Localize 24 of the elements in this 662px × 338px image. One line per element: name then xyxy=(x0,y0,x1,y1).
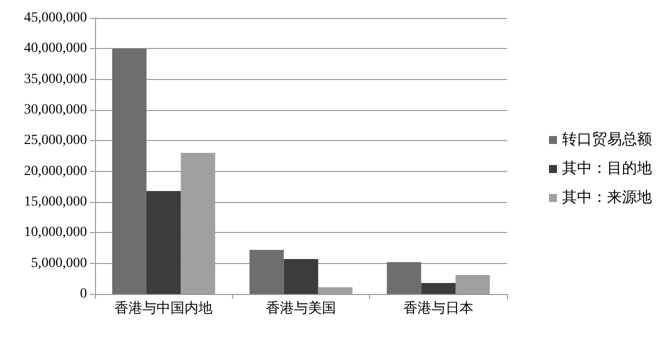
bar xyxy=(146,190,181,294)
y-tick-label: 0 xyxy=(80,286,87,302)
y-tick-label: 30,000,000 xyxy=(24,102,87,118)
bar xyxy=(456,274,490,294)
y-tick-label: 15,000,000 xyxy=(24,194,87,210)
y-tick-label: 35,000,000 xyxy=(24,72,87,87)
y-tick-label: 25,000,000 xyxy=(24,133,87,148)
bar xyxy=(318,287,352,294)
legend-label: 转口贸易总额 xyxy=(562,131,652,148)
bar xyxy=(386,262,422,294)
bar xyxy=(421,282,456,294)
y-tick-label: 20,000,000 xyxy=(24,164,87,179)
x-tick-label: 香港与美国 xyxy=(266,300,336,316)
y-tick-label: 40,000,000 xyxy=(24,41,87,56)
y-tick-label: 5,000,000 xyxy=(31,256,87,271)
bar xyxy=(112,48,146,294)
bar xyxy=(250,250,284,294)
bar xyxy=(284,259,318,294)
legend-label: 其中：来源地 xyxy=(562,189,652,206)
y-tick-label: 10,000,000 xyxy=(24,225,87,240)
x-tick-label: 香港与日本 xyxy=(403,300,474,316)
legend-label: 其中：目的地 xyxy=(562,160,652,177)
x-tick-label: 香港与中国内地 xyxy=(114,300,213,316)
y-tick-label: 45,000,000 xyxy=(24,10,87,26)
